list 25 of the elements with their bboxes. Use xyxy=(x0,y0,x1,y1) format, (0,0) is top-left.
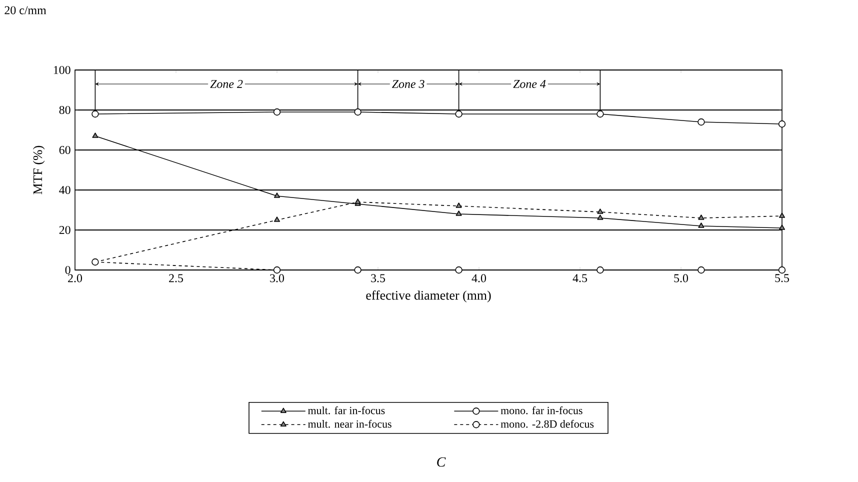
x-tick-label: 4.5 xyxy=(572,274,588,282)
annotation: Zone 3 xyxy=(392,80,424,88)
x-tick-label: 3.5 xyxy=(371,274,386,282)
x-tick-label: 3.0 xyxy=(270,274,284,282)
annotation: Zone 2 xyxy=(210,80,243,88)
y-tick-label: 100 xyxy=(54,66,70,74)
x-tick-label: 5.0 xyxy=(674,274,688,282)
legend-label: mono. -2.8D defocus xyxy=(500,420,594,428)
legend-label: mult. far in-focus xyxy=(308,406,385,414)
x-tick-label: 2.5 xyxy=(169,274,184,282)
x-tick-label: 5.5 xyxy=(775,274,790,282)
y-axis-title: MTF (%) xyxy=(32,146,45,194)
annotation: Zone 4 xyxy=(513,80,546,88)
x-tick-label: 4.0 xyxy=(472,274,486,282)
x-tick-label: 2.0 xyxy=(68,274,82,282)
text: C xyxy=(437,457,446,467)
chart-title: 20 c/mm xyxy=(4,6,46,14)
y-tick-label: 60 xyxy=(59,146,70,154)
y-tick-label: 0 xyxy=(65,266,70,274)
legend-label: mono. far in-focus xyxy=(500,406,582,414)
y-tick-label: 40 xyxy=(59,186,70,194)
x-axis-title: effective diameter (mm) xyxy=(366,290,491,302)
y-tick-label: 20 xyxy=(59,226,70,234)
y-tick-label: 80 xyxy=(59,106,70,114)
legend-label: mult. near in-focus xyxy=(308,420,392,428)
